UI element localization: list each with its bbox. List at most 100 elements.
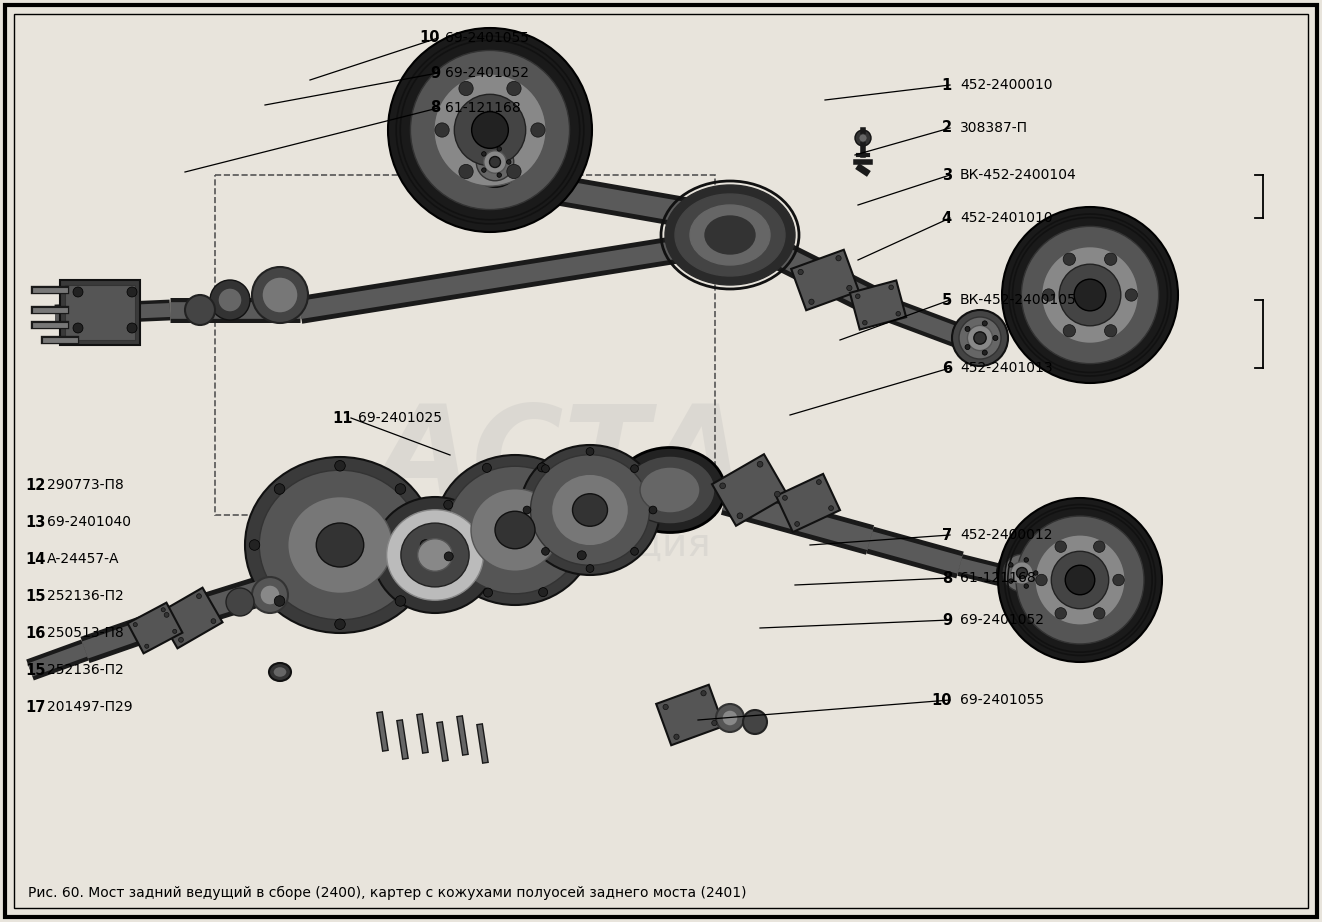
Circle shape [410,51,570,209]
Circle shape [1063,325,1076,337]
Circle shape [253,577,288,613]
Circle shape [965,326,970,332]
Circle shape [459,164,473,179]
Circle shape [783,495,788,501]
Ellipse shape [471,489,559,572]
Text: 69-2401025: 69-2401025 [358,411,442,425]
Circle shape [178,637,184,643]
Circle shape [952,310,1007,366]
Ellipse shape [274,667,287,678]
Circle shape [144,644,149,648]
Text: Ассоциация: Ассоциация [468,526,711,564]
Text: 2: 2 [941,121,952,136]
Ellipse shape [665,185,795,285]
Circle shape [701,691,706,696]
Text: 69-2401052: 69-2401052 [446,66,529,80]
Circle shape [743,710,767,734]
Circle shape [387,28,592,232]
Circle shape [722,710,738,726]
Ellipse shape [494,512,535,549]
Circle shape [164,612,169,618]
Text: 14: 14 [25,551,45,566]
Text: 69-2401055: 69-2401055 [446,31,529,45]
Circle shape [578,550,586,560]
Circle shape [719,483,726,489]
Bar [215,175,715,515]
Circle shape [1003,554,1040,592]
Circle shape [1043,289,1055,301]
Circle shape [1075,279,1105,311]
Circle shape [1017,516,1144,644]
Circle shape [459,81,473,96]
Circle shape [775,491,780,497]
Circle shape [1113,574,1124,585]
Text: 12: 12 [25,478,45,492]
Circle shape [476,143,514,181]
Text: 452-2400012: 452-2400012 [960,528,1052,542]
Circle shape [497,147,501,151]
Circle shape [846,285,851,290]
Circle shape [1009,562,1013,567]
Circle shape [161,608,165,612]
Ellipse shape [520,445,660,575]
Text: 17: 17 [25,700,45,715]
Circle shape [1022,227,1158,363]
Circle shape [1055,608,1067,619]
Circle shape [1093,608,1105,619]
Text: 452-2401013: 452-2401013 [960,361,1052,375]
Circle shape [855,294,861,299]
Text: АCТА: АCТА [374,399,746,521]
Text: 252136-П2: 252136-П2 [48,663,124,677]
Circle shape [1025,584,1029,588]
Circle shape [674,734,680,739]
Circle shape [664,704,669,710]
Circle shape [506,160,512,164]
Circle shape [836,255,841,261]
Ellipse shape [690,205,769,265]
Circle shape [795,522,800,526]
FancyBboxPatch shape [850,280,906,329]
Circle shape [888,285,894,290]
Text: 16: 16 [25,625,45,641]
Text: 69-2401052: 69-2401052 [960,613,1044,627]
Circle shape [542,548,550,555]
Circle shape [1093,541,1105,552]
Circle shape [334,460,345,471]
Text: 69-2401055: 69-2401055 [960,693,1044,707]
Circle shape [484,588,493,597]
FancyBboxPatch shape [128,603,182,654]
Circle shape [395,596,406,607]
Circle shape [173,630,177,633]
Ellipse shape [640,467,701,513]
Circle shape [586,447,594,455]
Circle shape [809,299,814,304]
Circle shape [1035,535,1125,625]
Text: 15: 15 [25,588,45,604]
Text: 8: 8 [941,571,952,585]
Circle shape [1066,565,1095,595]
Bar [65,285,135,340]
Circle shape [862,321,867,325]
Circle shape [586,564,594,573]
Circle shape [711,720,717,726]
Circle shape [1059,265,1121,325]
Circle shape [481,168,486,172]
Circle shape [817,479,821,484]
Circle shape [506,164,521,179]
Circle shape [531,123,545,137]
Circle shape [717,704,744,732]
Circle shape [506,81,521,96]
Circle shape [274,596,284,607]
Ellipse shape [625,456,715,524]
Text: 13: 13 [25,514,45,529]
Text: 452-2400010: 452-2400010 [960,78,1052,92]
Ellipse shape [373,497,497,613]
Circle shape [968,325,993,350]
Ellipse shape [401,523,469,587]
Text: 308387-П: 308387-П [960,121,1029,135]
Text: 8: 8 [430,100,440,115]
Circle shape [127,323,137,333]
Ellipse shape [572,494,608,526]
Ellipse shape [259,470,420,620]
FancyBboxPatch shape [157,587,222,648]
